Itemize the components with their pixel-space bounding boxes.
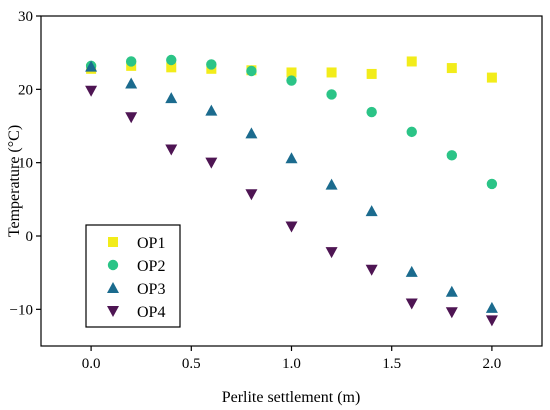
x-tick-label: 1.5: [382, 356, 401, 372]
data-point: [365, 205, 378, 217]
data-point: [405, 298, 418, 310]
data-point: [166, 54, 177, 66]
series-op2: [85, 54, 498, 190]
data-point: [285, 221, 298, 233]
x-tick-label: 0.0: [82, 356, 101, 372]
legend-label: OP4: [137, 304, 165, 321]
data-point: [366, 68, 377, 79]
x-tick-label: 2.0: [483, 356, 502, 372]
data-point: [245, 127, 258, 139]
data-point: [446, 63, 457, 74]
data-point: [286, 67, 297, 78]
series-op3: [85, 60, 498, 313]
data-point: [365, 264, 378, 276]
legend-label: OP3: [137, 281, 165, 298]
data-point: [485, 301, 498, 313]
y-tick-label: 10: [18, 156, 33, 172]
y-tick-label: −10: [10, 302, 33, 318]
x-tick-label: 1.0: [282, 356, 301, 372]
legend-marker: [108, 237, 118, 247]
data-point: [486, 178, 498, 190]
data-point: [246, 65, 257, 77]
y-tick-label: 20: [18, 82, 33, 98]
data-point: [446, 150, 458, 161]
data-point: [206, 59, 217, 70]
data-point: [165, 144, 178, 156]
data-point: [445, 285, 458, 297]
data-point: [325, 247, 338, 259]
legend-marker: [107, 282, 119, 293]
y-axis: −10 0 10 20 30: [10, 9, 41, 318]
data-point: [406, 126, 417, 138]
legend: OP1 OP2 OP3 OP4: [85, 224, 181, 328]
data-point: [485, 315, 498, 327]
legend-marker: [107, 306, 119, 317]
data-point: [165, 92, 178, 104]
data-point: [286, 75, 297, 86]
data-point: [125, 56, 137, 67]
x-axis-title: Perlite settlement (m): [222, 389, 361, 406]
data-point: [486, 72, 497, 83]
series-op4: [85, 85, 498, 327]
data-point: [125, 112, 138, 124]
data-point: [326, 89, 337, 100]
data-point: [125, 77, 138, 89]
data-point: [85, 85, 98, 97]
legend-label: OP2: [137, 258, 165, 275]
data-point: [166, 62, 177, 73]
y-tick-label: 30: [18, 9, 33, 25]
y-tick-label: 0: [26, 229, 34, 245]
data-point: [205, 157, 218, 169]
data-point: [245, 189, 258, 201]
data-point: [445, 307, 458, 319]
data-point: [85, 60, 98, 72]
data-point: [406, 56, 417, 67]
data-point: [205, 104, 218, 116]
data-point: [366, 106, 377, 118]
data-point: [285, 152, 298, 164]
y-axis-title: Temperature (°C): [6, 125, 23, 237]
data-point: [326, 67, 337, 78]
data-point: [325, 178, 338, 190]
data-points: [85, 54, 498, 327]
legend-box: [85, 224, 181, 328]
legend-label: OP1: [137, 235, 165, 252]
legend-marker: [107, 259, 119, 271]
x-tick-label: 0.5: [182, 356, 201, 372]
x-axis: 0.0 0.5 1.0 1.5 2.0: [82, 346, 502, 372]
data-point: [405, 265, 418, 277]
